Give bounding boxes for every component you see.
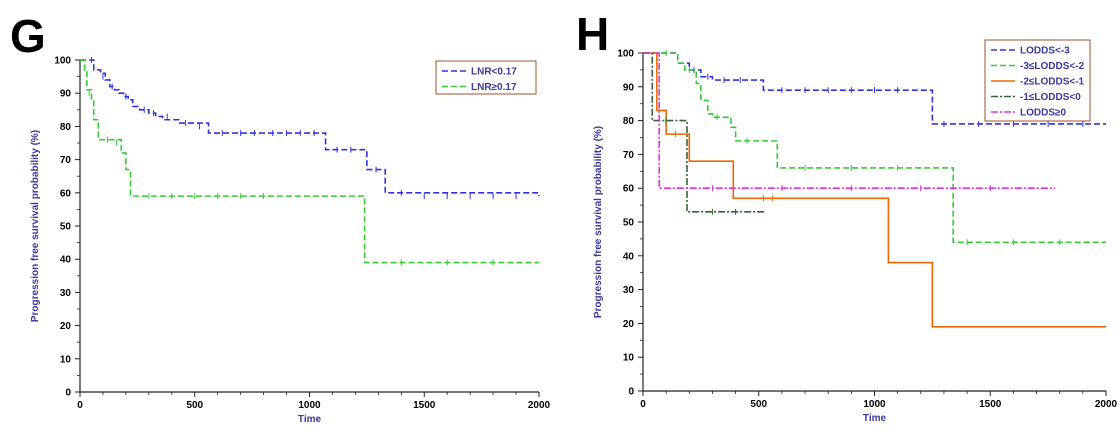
x-tick-label: 1000 [863, 399, 886, 410]
survival-curve [80, 59, 540, 197]
x-tick-label: 500 [750, 399, 767, 410]
y-tick-label: 90 [60, 89, 72, 100]
chart-panel-h: H 0 500 1000 1500 2000 0 10 20 30 40 50 60 70 80 90 100 T… [576, 8, 1118, 424]
y-tick-label: 100 [54, 56, 71, 67]
y-tick-label: 30 [60, 288, 72, 299]
x-tick-label: 1500 [413, 400, 436, 411]
survival-curve [643, 52, 1106, 328]
panel-label: G [10, 10, 46, 62]
y-tick-label: 60 [623, 184, 635, 195]
series-1 [80, 57, 540, 200]
y-axis-title: Progression free survival probability (%… [593, 126, 604, 318]
chart-panel-g: G 0 500 1000 1500 2000 0 10 20 30 40 50 60 70 80 90 100 T… [10, 10, 551, 425]
y-tick-label: 90 [623, 82, 635, 93]
survival-curve [643, 52, 1056, 189]
series-2 [80, 59, 539, 266]
legend-box [435, 60, 537, 95]
y-tick-label: 40 [60, 255, 72, 266]
x-tick-label: 1000 [298, 400, 321, 411]
y-tick-label: 20 [623, 319, 635, 330]
survival-curve [643, 52, 1106, 244]
y-tick-label: 0 [628, 387, 634, 398]
series-3 [643, 52, 1106, 328]
survival-curve [643, 52, 766, 213]
x-axis-title: Time [863, 413, 887, 424]
x-tick-label: 2000 [1095, 399, 1118, 410]
y-tick-label: 50 [623, 218, 635, 229]
series-5 [643, 52, 1056, 192]
legend-label: LNR<0.17 [471, 67, 517, 78]
y-tick-label: 10 [60, 354, 72, 365]
x-tick-label: 0 [77, 400, 83, 411]
legend-label: LODDS≥0 [1020, 108, 1066, 119]
legend-label: -1≤LODDS<0 [1020, 92, 1081, 103]
y-tick-label: 30 [623, 285, 635, 296]
y-axis-title: Progression free survival probability (%… [30, 130, 41, 322]
y-tick-label: 60 [60, 188, 72, 199]
y-tick-label: 10 [623, 353, 635, 364]
y-tick-label: 20 [60, 321, 72, 332]
series-2 [643, 50, 1106, 246]
y-tick-label: 0 [65, 388, 71, 399]
x-tick-label: 1500 [979, 399, 1002, 410]
y-tick-label: 70 [623, 150, 635, 161]
legend-label: -3≤LODDS<-2 [1020, 61, 1085, 72]
x-axis-title: Time [298, 414, 322, 425]
y-tick-label: 70 [60, 155, 72, 166]
legend: LNR<0.17 LNR≥0.17 [435, 60, 537, 95]
x-tick-label: 500 [186, 400, 203, 411]
x-tick-label: 0 [640, 399, 646, 410]
legend-label: LNR≥0.17 [471, 82, 517, 93]
survival-curve [80, 59, 539, 264]
panel-label: H [576, 8, 609, 60]
y-tick-label: 40 [623, 251, 635, 262]
legend: LODDS<-3 -3≤LODDS<-2 -2≤LODDS<-1 -1≤LODDS<0… [984, 39, 1091, 122]
y-tick-label: 50 [60, 222, 72, 233]
y-tick-label: 80 [60, 122, 72, 133]
legend-label: LODDS<-3 [1020, 46, 1070, 57]
x-tick-label: 2000 [528, 400, 551, 411]
series-4 [643, 52, 766, 215]
y-tick-label: 100 [617, 49, 634, 60]
y-tick-label: 80 [623, 116, 635, 127]
legend-label: -2≤LODDS<-1 [1020, 77, 1085, 88]
